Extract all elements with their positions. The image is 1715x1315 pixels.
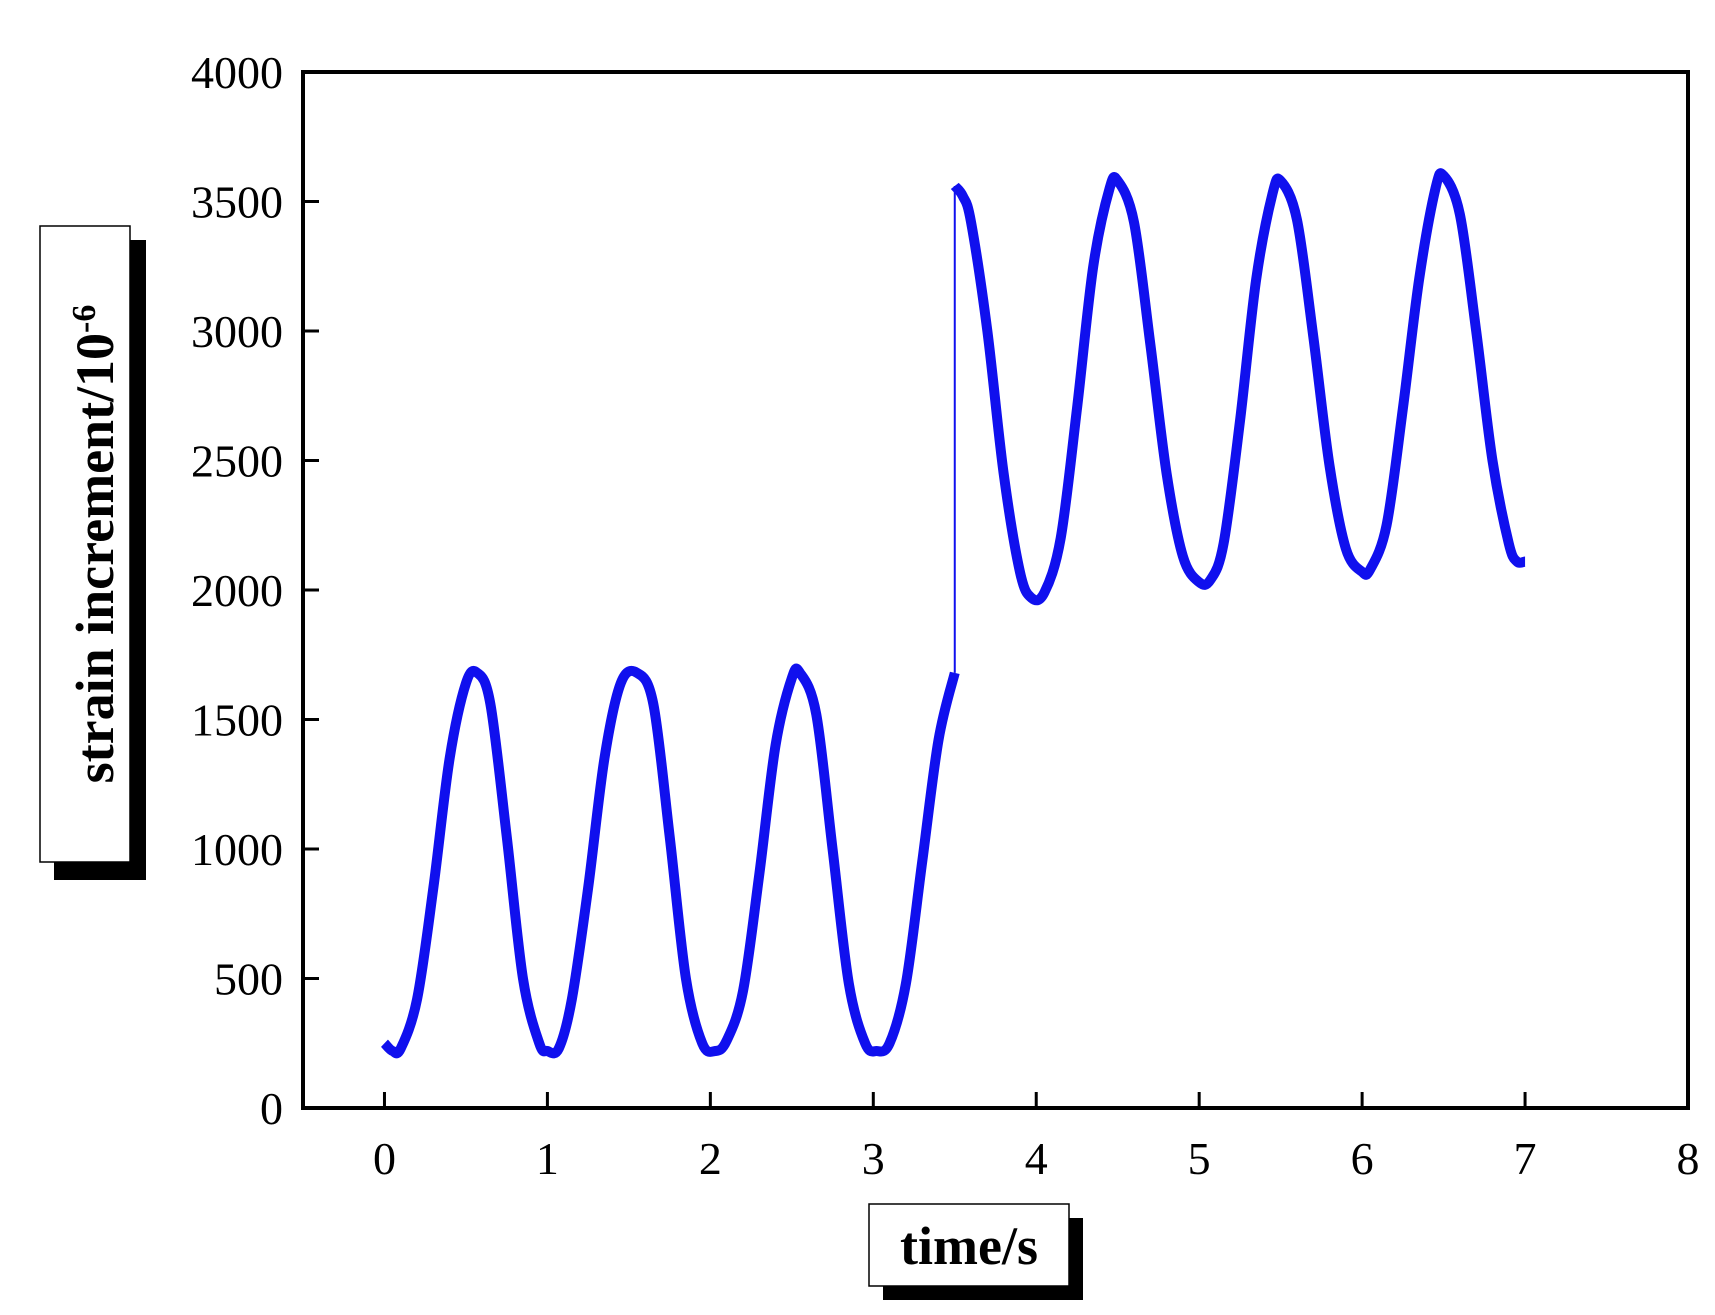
x-axis-title-frame (868, 1203, 1070, 1287)
y-tick-label: 3500 (191, 177, 283, 228)
y-tick-label: 0 (260, 1083, 283, 1134)
y-axis-title-frame (39, 225, 131, 863)
y-tick-label: 4000 (191, 47, 283, 98)
y-axis-title: strain increment/10-6 (65, 305, 125, 784)
y-axis-title-box: strain increment/10-6 (39, 225, 146, 880)
y-tick-label: 3000 (191, 306, 283, 357)
x-tick-label: 1 (536, 1133, 559, 1184)
y-tick-label: 2500 (191, 436, 283, 487)
series-line (380, 663, 960, 1059)
x-tick-label: 8 (1677, 1133, 1700, 1184)
y-tick-label: 1000 (191, 824, 283, 875)
x-tick-label: 3 (862, 1133, 885, 1184)
x-axis-title-box: time/s (868, 1203, 1083, 1300)
x-axis-title: time/s (900, 1216, 1038, 1276)
series-layer (380, 168, 1527, 1059)
y-tick-label: 500 (214, 954, 283, 1005)
x-tick-label: 7 (1514, 1133, 1537, 1184)
x-axis-ticks: 0 1 2 3 4 5 6 7 8 (373, 1092, 1700, 1184)
y-tick-label: 1500 (191, 695, 283, 746)
y-axis-ticks: 0 500 1000 1500 2000 2500 3000 3500 4000 (191, 47, 319, 1134)
x-tick-label: 2 (699, 1133, 722, 1184)
plot-frame (301, 70, 1690, 1110)
x-tick-label: 4 (1025, 1133, 1048, 1184)
y-tick-label: 2000 (191, 565, 283, 616)
x-tick-label: 6 (1351, 1133, 1374, 1184)
x-tick-label: 5 (1188, 1133, 1211, 1184)
x-tick-label: 0 (373, 1133, 396, 1184)
series-line (950, 168, 1527, 606)
